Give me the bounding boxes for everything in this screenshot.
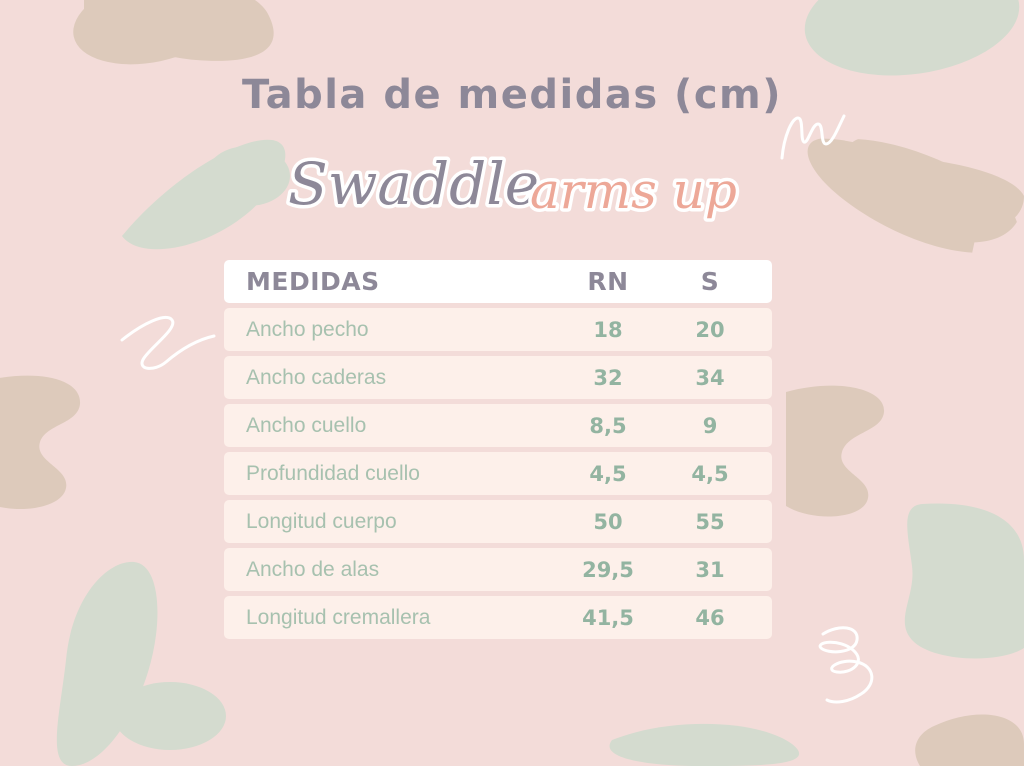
row-label: Ancho pecho — [246, 317, 369, 341]
row-label: Ancho de alas — [246, 557, 380, 581]
row-value-s: 55 — [695, 509, 725, 534]
table-row: Longitud cremallera 41,5 46 — [224, 596, 772, 639]
table-row: Profundidad cuello 4,5 4,5 — [224, 452, 772, 495]
row-value-s: 31 — [695, 557, 725, 582]
page-title: Tabla de medidas (cm) — [241, 72, 783, 118]
row-value-s: 46 — [695, 605, 725, 630]
blob-beige-left — [0, 375, 81, 510]
table-header-row: MEDIDAS RN S — [224, 260, 772, 303]
row-value-rn: 41,5 — [582, 605, 634, 630]
row-value-rn: 4,5 — [589, 461, 627, 486]
row-value-rn: 32 — [593, 365, 623, 390]
row-value-s: 34 — [695, 365, 725, 390]
table-row: Longitud cuerpo 50 55 — [224, 500, 772, 543]
row-label: Ancho caderas — [246, 365, 387, 389]
row-value-s: 20 — [695, 317, 725, 342]
row-label: Longitud cremallera — [246, 605, 431, 629]
blob-sage-bottom-left — [56, 561, 158, 766]
blob-beige-right-2 — [786, 385, 885, 517]
table-row: Ancho caderas 32 34 — [224, 356, 772, 399]
blob-sage-small-bottom — [114, 682, 226, 750]
blob-beige-bottom-right — [915, 714, 1024, 766]
blob-beige-top-3 — [73, 0, 231, 65]
column-header-rn: RN — [587, 267, 629, 296]
column-header-s: S — [700, 267, 720, 296]
svg-text:arms up: arms up — [530, 162, 737, 220]
header-block: Tabla de medidas (cm) Swaddle Swaddle ar… — [0, 0, 1024, 250]
table-row: Ancho cuello 8,5 9 — [224, 404, 772, 447]
svg-text:Swaddle: Swaddle — [288, 150, 539, 218]
blob-sage-small-left — [206, 146, 290, 206]
row-value-rn: 8,5 — [589, 413, 627, 438]
row-value-s: 4,5 — [691, 461, 729, 486]
column-header-medidas: MEDIDAS — [246, 267, 380, 296]
row-label: Ancho cuello — [246, 413, 367, 437]
measurements-table: MEDIDAS RN S Ancho pecho 18 20 Ancho cad… — [224, 260, 772, 644]
row-label: Longitud cuerpo — [246, 509, 397, 533]
blob-sage-bottom-center — [609, 723, 800, 766]
blob-beige-diag-right — [844, 139, 1017, 243]
table-row: Ancho de alas 29,5 31 — [224, 548, 772, 591]
row-value-s: 9 — [702, 413, 718, 438]
row-value-rn: 29,5 — [582, 557, 634, 582]
blob-sage-top-right — [804, 0, 1020, 76]
table-row: Ancho pecho 18 20 — [224, 308, 772, 351]
svg-text:Swaddle: Swaddle — [288, 150, 539, 218]
svg-text:arms up: arms up — [530, 162, 737, 220]
row-label: Profundidad cuello — [246, 461, 420, 485]
subtitle-svg: Swaddle Swaddle arms up arms up — [285, 147, 741, 224]
subtitle-script: Swaddle Swaddle arms up arms up — [0, 140, 1024, 230]
row-value-rn: 18 — [593, 317, 623, 342]
blob-sage-bottom-right — [904, 503, 1024, 659]
row-value-rn: 50 — [593, 509, 623, 534]
